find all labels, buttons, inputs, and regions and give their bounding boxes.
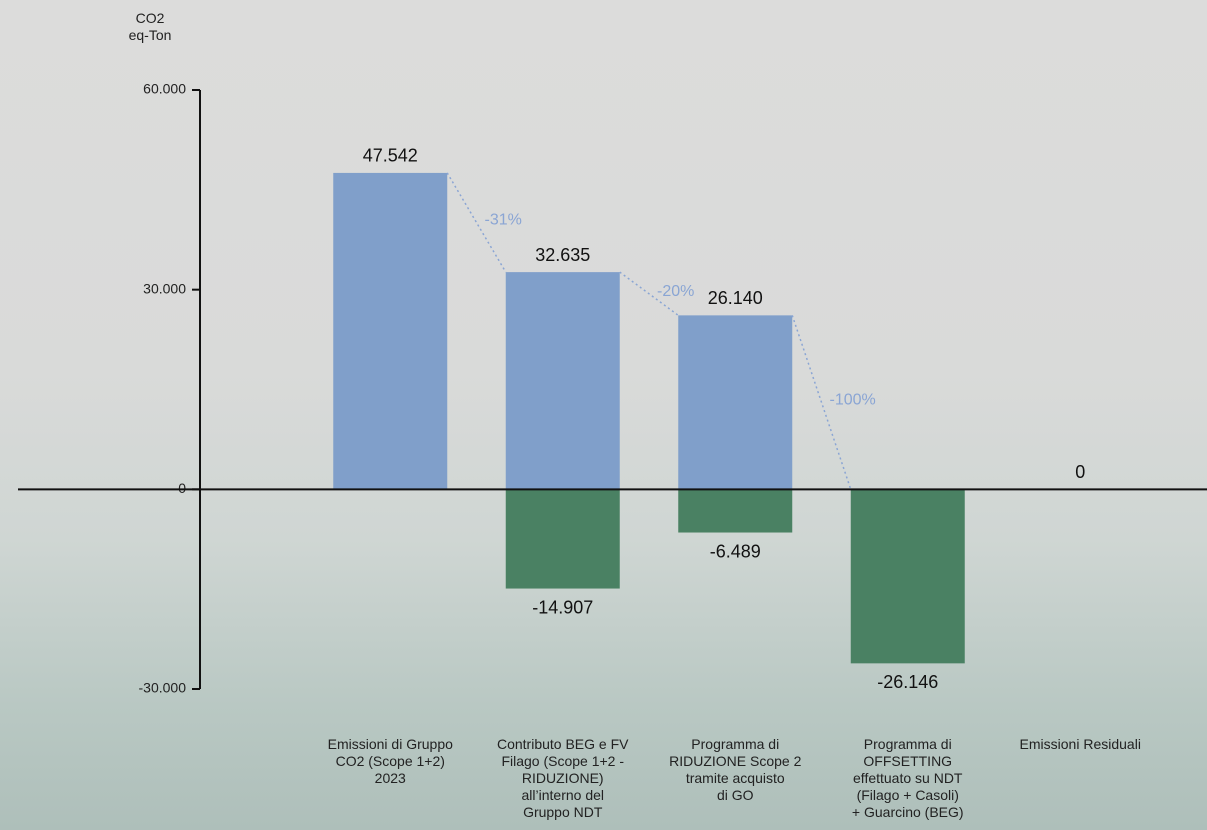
x-tick-label: Emissioni Residuali [1019, 736, 1141, 752]
change-label: -100% [830, 392, 876, 409]
value-label: 32.635 [535, 245, 590, 265]
x-tick-label: Programma di RIDUZIONE Scope 2 tramite a… [669, 736, 802, 803]
y-axis-label: CO2 eq-Ton [128, 10, 172, 43]
bar [850, 489, 965, 664]
bar [678, 489, 793, 533]
bar [333, 172, 448, 490]
bar [505, 272, 620, 490]
value-label: 26.140 [708, 288, 763, 308]
y-tick-label: -30.000 [139, 680, 187, 696]
value-label: 47.542 [363, 146, 418, 166]
change-label: -20% [657, 283, 694, 300]
value-label: -6.489 [710, 541, 761, 561]
value-label: -14.907 [532, 597, 593, 617]
change-label: -31% [485, 212, 522, 229]
y-tick-label: 0 [178, 480, 186, 496]
x-tick-label: Emissioni di Gruppo CO2 (Scope 1+2) 2023 [327, 736, 453, 786]
bar [678, 315, 793, 490]
connector [619, 271, 679, 316]
connector [446, 172, 507, 273]
x-tick-label: Programma di OFFSETTING effettuato su ND… [851, 736, 964, 820]
value-label: 0 [1075, 462, 1085, 482]
value-label: -26.146 [877, 672, 938, 692]
y-tick-label: 60.000 [143, 81, 186, 97]
x-tick-label: Contributo BEG e FV Filago (Scope 1+2 - … [496, 736, 629, 820]
y-tick-label: 30.000 [143, 280, 186, 296]
bar [505, 489, 620, 589]
connector [791, 315, 852, 490]
